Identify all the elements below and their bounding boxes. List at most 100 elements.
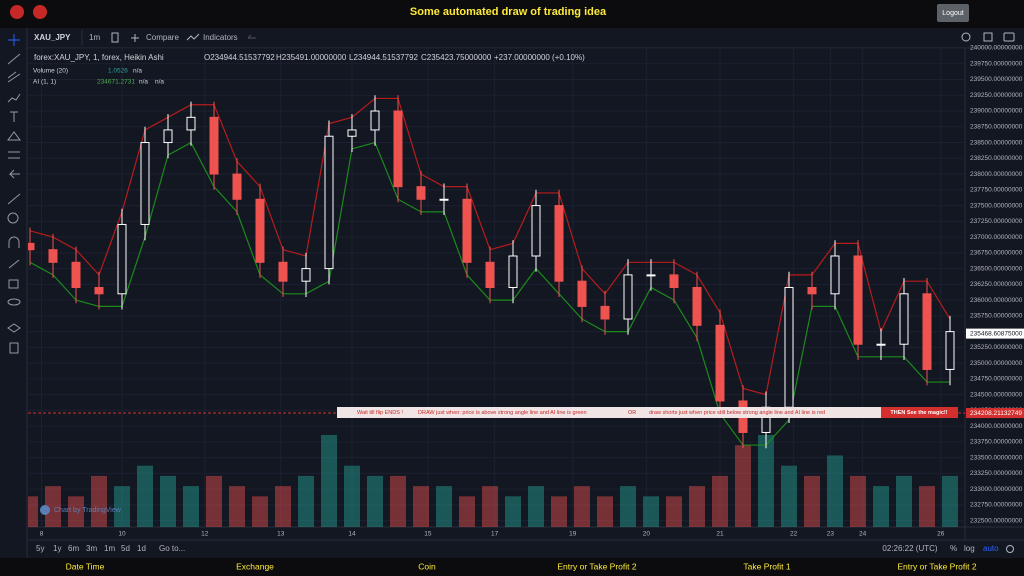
candle-body — [324, 135, 334, 270]
layers-tool[interactable] — [7, 323, 21, 333]
indicators-button[interactable]: Indicators — [203, 33, 238, 42]
range-button[interactable]: 1m — [104, 544, 115, 553]
logout-label[interactable]: Logout — [942, 10, 963, 17]
legend-open: O234944.51537792 — [204, 53, 275, 62]
x-tick-label: 10 — [118, 531, 126, 538]
volume-bar — [482, 486, 498, 527]
volume-bar — [229, 486, 245, 527]
candle-body — [531, 205, 541, 257]
logout-button[interactable] — [937, 4, 969, 22]
annotation-text: OR — [628, 410, 636, 416]
zoom-tool[interactable] — [7, 212, 19, 224]
range-button[interactable]: 6m — [68, 544, 79, 553]
footer-bar — [0, 558, 1024, 576]
volume-bar — [206, 475, 222, 527]
header-bar — [0, 0, 1024, 28]
measure-tool[interactable] — [7, 193, 21, 205]
y-tick-label: 237500.00000000 — [970, 202, 1023, 209]
back-tool[interactable] — [8, 169, 20, 179]
cursor-tool[interactable] — [8, 34, 20, 46]
settings-icon[interactable] — [961, 32, 971, 42]
trash-tool[interactable] — [9, 342, 19, 354]
fullscreen-icon[interactable] — [983, 32, 993, 42]
y-tick-label: 233250.00000000 — [970, 470, 1023, 477]
drawing-mode-tool[interactable] — [8, 259, 20, 269]
x-tick-label: 12 — [201, 531, 209, 538]
undo-icon[interactable] — [247, 34, 256, 39]
auto-toggle[interactable]: auto — [983, 544, 999, 553]
range-button[interactable]: 5d — [121, 544, 130, 553]
y-tick-label: 235250.00000000 — [970, 344, 1023, 351]
volume-bar — [758, 435, 774, 527]
goto-button[interactable]: Go to... — [159, 544, 185, 553]
percent-toggle[interactable]: % — [950, 544, 957, 553]
volume-value: 1.0526 — [108, 68, 128, 75]
app-icon[interactable] — [10, 5, 24, 19]
candle-body — [278, 261, 288, 282]
x-tick-label: 26 — [937, 531, 945, 538]
candle-body — [48, 249, 58, 263]
trend-line-tool[interactable] — [7, 53, 21, 65]
volume-bar — [390, 475, 406, 527]
y-tick-label: 238500.00000000 — [970, 139, 1023, 146]
y-tick-label: 237250.00000000 — [970, 218, 1023, 225]
lock-tool[interactable] — [8, 279, 19, 289]
footer-label: Date Time — [66, 561, 105, 571]
last-price-label: 235468.60875000 — [970, 330, 1023, 337]
volume-bar — [91, 475, 107, 527]
range-button[interactable]: 1d — [137, 544, 146, 553]
volume-bar — [551, 496, 567, 527]
visibility-tool[interactable] — [7, 298, 21, 306]
candle-body — [462, 198, 472, 263]
log-toggle[interactable]: log — [964, 544, 975, 553]
watermark[interactable]: Chart by TradingView — [54, 507, 122, 514]
volume-bar — [137, 465, 153, 527]
volume-bar — [436, 486, 452, 527]
candle-body — [945, 331, 955, 370]
legend-change: +237.00000000 (+0.10%) — [494, 53, 585, 62]
candle-body — [94, 287, 104, 295]
drawing-toolbar — [0, 28, 27, 558]
volume-bar — [896, 475, 912, 527]
annotation-highlight[interactable] — [881, 407, 958, 418]
text-tool[interactable] — [10, 111, 18, 122]
interval-button[interactable]: 1m — [89, 33, 100, 42]
footer-label: Entry or Take Profit 2 — [897, 561, 976, 571]
symbol-button[interactable]: XAU_JPY — [34, 33, 71, 42]
range-button[interactable]: 3m — [86, 544, 97, 553]
candle-body — [186, 116, 196, 131]
app-icon[interactable] — [33, 5, 47, 19]
volume-bar — [275, 486, 291, 527]
candle-body — [140, 142, 150, 225]
y-tick-label: 239250.00000000 — [970, 92, 1023, 99]
volume-bar — [804, 475, 820, 527]
volume-bar — [528, 486, 544, 527]
annotation-box[interactable] — [337, 407, 881, 418]
volume-bar — [735, 445, 751, 527]
volume-bar — [459, 496, 475, 527]
snapshot-icon[interactable] — [1003, 32, 1015, 42]
y-tick-label: 239000.00000000 — [970, 108, 1023, 115]
candle-body — [485, 261, 495, 288]
magnet-tool[interactable] — [8, 236, 20, 248]
indicators-icon — [186, 33, 200, 41]
forecast-tool[interactable] — [8, 151, 20, 159]
compare-button[interactable]: Compare — [146, 33, 179, 42]
settings-icon[interactable] — [1006, 545, 1014, 553]
pattern-tool[interactable] — [7, 93, 21, 103]
x-tick-label: 22 — [790, 531, 798, 538]
candle-body — [255, 198, 265, 263]
chart-style-icon[interactable] — [111, 32, 119, 43]
candle-body — [28, 242, 35, 251]
candle-body — [784, 287, 794, 408]
candle-body — [209, 116, 219, 175]
range-button[interactable]: 5y — [36, 544, 44, 553]
candle-body — [508, 255, 518, 289]
candle-body — [347, 129, 357, 137]
candle-body — [117, 223, 127, 295]
y-tick-label: 234750.00000000 — [970, 376, 1023, 383]
range-button[interactable]: 1y — [53, 544, 61, 553]
fib-tool[interactable] — [7, 71, 21, 83]
shapes-tool[interactable] — [7, 131, 21, 141]
